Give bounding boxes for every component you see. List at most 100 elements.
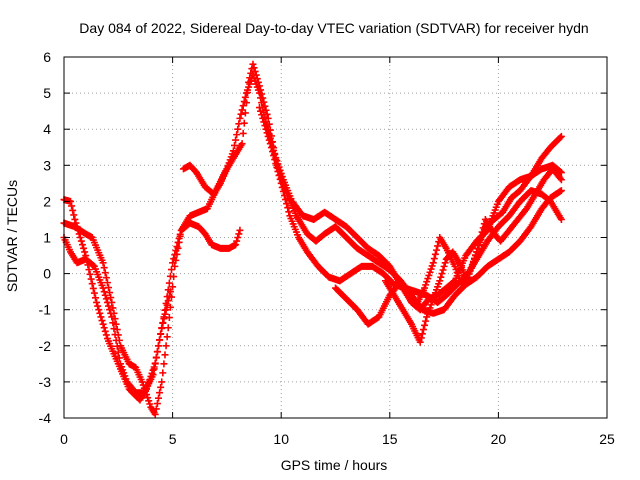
data-point xyxy=(469,259,477,267)
series-track-e xyxy=(255,104,565,306)
data-point xyxy=(113,326,121,334)
data-point xyxy=(255,104,263,112)
data-point xyxy=(164,324,172,332)
data-point xyxy=(139,381,147,389)
data-point xyxy=(164,286,172,294)
data-point xyxy=(278,183,286,191)
data-point xyxy=(149,371,157,379)
y-tick-label: 4 xyxy=(43,121,51,137)
data-point xyxy=(556,174,564,182)
data-point xyxy=(76,234,84,241)
data-point xyxy=(241,93,249,101)
data-point xyxy=(100,264,108,272)
data-point xyxy=(144,394,152,402)
data-point xyxy=(172,247,180,255)
data-point xyxy=(168,266,176,274)
data-point xyxy=(103,298,111,306)
data-point xyxy=(258,99,266,107)
data-point xyxy=(239,129,247,137)
data-point xyxy=(422,317,430,325)
y-tick-label: 5 xyxy=(43,85,51,101)
data-point xyxy=(234,125,242,133)
data-point xyxy=(271,156,279,164)
data-point xyxy=(477,232,485,240)
data-point xyxy=(176,230,184,238)
data-point xyxy=(236,114,244,122)
data-point xyxy=(89,261,97,269)
data-point xyxy=(80,244,88,252)
data-point xyxy=(422,281,430,289)
data-point xyxy=(231,141,239,149)
data-point xyxy=(277,179,285,187)
data-point xyxy=(90,289,98,297)
data-point xyxy=(93,298,101,306)
data-point xyxy=(240,98,248,106)
data-point xyxy=(98,317,106,325)
data-point xyxy=(151,359,159,367)
data-point xyxy=(479,224,487,232)
data-point xyxy=(102,331,110,339)
data-point xyxy=(112,336,120,344)
data-point xyxy=(157,383,165,391)
grid xyxy=(64,57,607,418)
data-point xyxy=(107,309,115,317)
data-point xyxy=(109,319,117,327)
y-tick-label: 3 xyxy=(43,157,51,173)
data-point xyxy=(99,320,107,328)
x-tick-label: 5 xyxy=(169,431,177,447)
chart-title: Day 084 of 2022, Sidereal Day-to-day VTE… xyxy=(79,20,588,36)
y-tick-label: 0 xyxy=(43,266,51,282)
data-point xyxy=(270,152,278,160)
data-point xyxy=(160,313,168,321)
data-point xyxy=(416,338,424,346)
data-point xyxy=(150,365,158,373)
data-point xyxy=(160,360,168,368)
data-point xyxy=(417,334,425,342)
data-point xyxy=(285,208,293,216)
y-tick-label: -1 xyxy=(39,302,52,318)
data-point xyxy=(154,342,162,350)
data-point xyxy=(154,394,162,402)
data-point xyxy=(233,131,241,139)
data-point xyxy=(249,60,257,68)
data-point xyxy=(478,228,486,236)
data-point xyxy=(432,246,440,254)
data-point xyxy=(101,269,109,277)
y-tick-label: 2 xyxy=(43,193,51,209)
data-points xyxy=(60,60,565,418)
data-point xyxy=(262,125,270,133)
data-point xyxy=(250,64,258,72)
data-point xyxy=(266,140,274,148)
data-point xyxy=(156,336,164,344)
data-point xyxy=(474,244,482,252)
data-point xyxy=(69,206,77,214)
data-point xyxy=(232,241,240,249)
y-tick-label: -4 xyxy=(39,410,52,426)
data-point xyxy=(427,265,435,273)
data-point xyxy=(261,122,269,130)
data-point xyxy=(99,259,107,267)
data-point xyxy=(88,280,96,288)
data-point xyxy=(238,106,246,114)
data-point xyxy=(166,272,174,280)
data-point xyxy=(475,241,483,249)
x-tick-label: 10 xyxy=(273,431,289,447)
data-point xyxy=(468,262,476,270)
data-point xyxy=(234,234,242,241)
data-point xyxy=(269,148,277,156)
data-point xyxy=(557,187,565,195)
data-point xyxy=(421,284,429,292)
data-point xyxy=(275,171,283,179)
data-point xyxy=(102,274,110,282)
data-point xyxy=(557,176,565,184)
data-point xyxy=(105,302,113,310)
data-point xyxy=(86,270,94,278)
data-point xyxy=(232,136,240,144)
data-point xyxy=(102,295,110,303)
data-point xyxy=(257,94,265,102)
data-point xyxy=(81,248,89,256)
data-point xyxy=(426,268,434,276)
data-point xyxy=(258,111,266,119)
x-tick-label: 25 xyxy=(599,431,615,447)
